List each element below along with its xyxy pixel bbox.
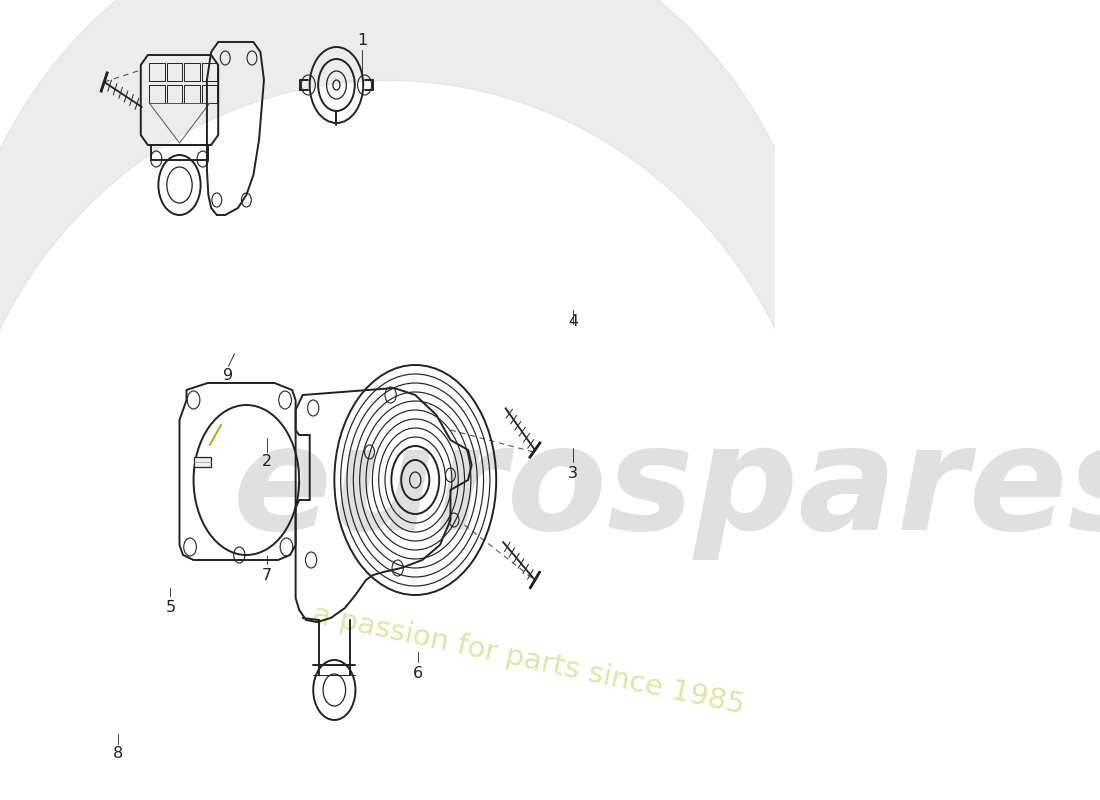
Text: 4: 4 [568, 314, 578, 330]
Text: a passion for parts since 1985: a passion for parts since 1985 [310, 601, 747, 719]
Text: 3: 3 [568, 466, 578, 481]
Text: 7: 7 [262, 568, 272, 583]
Text: 8: 8 [113, 746, 123, 761]
Bar [167, 63, 183, 81]
Text: 1: 1 [358, 33, 367, 48]
Bar [185, 85, 200, 103]
Bar [195, 457, 211, 467]
Text: 6: 6 [412, 666, 424, 682]
Bar [150, 85, 165, 103]
Bar [185, 63, 200, 81]
Text: 9: 9 [223, 368, 233, 383]
Bar [202, 63, 218, 81]
Text: 5: 5 [165, 600, 175, 615]
Bar [167, 85, 183, 103]
Bar [202, 85, 218, 103]
Bar [150, 63, 165, 81]
Text: 2: 2 [262, 454, 272, 470]
Text: eurospares: eurospares [232, 419, 1100, 561]
